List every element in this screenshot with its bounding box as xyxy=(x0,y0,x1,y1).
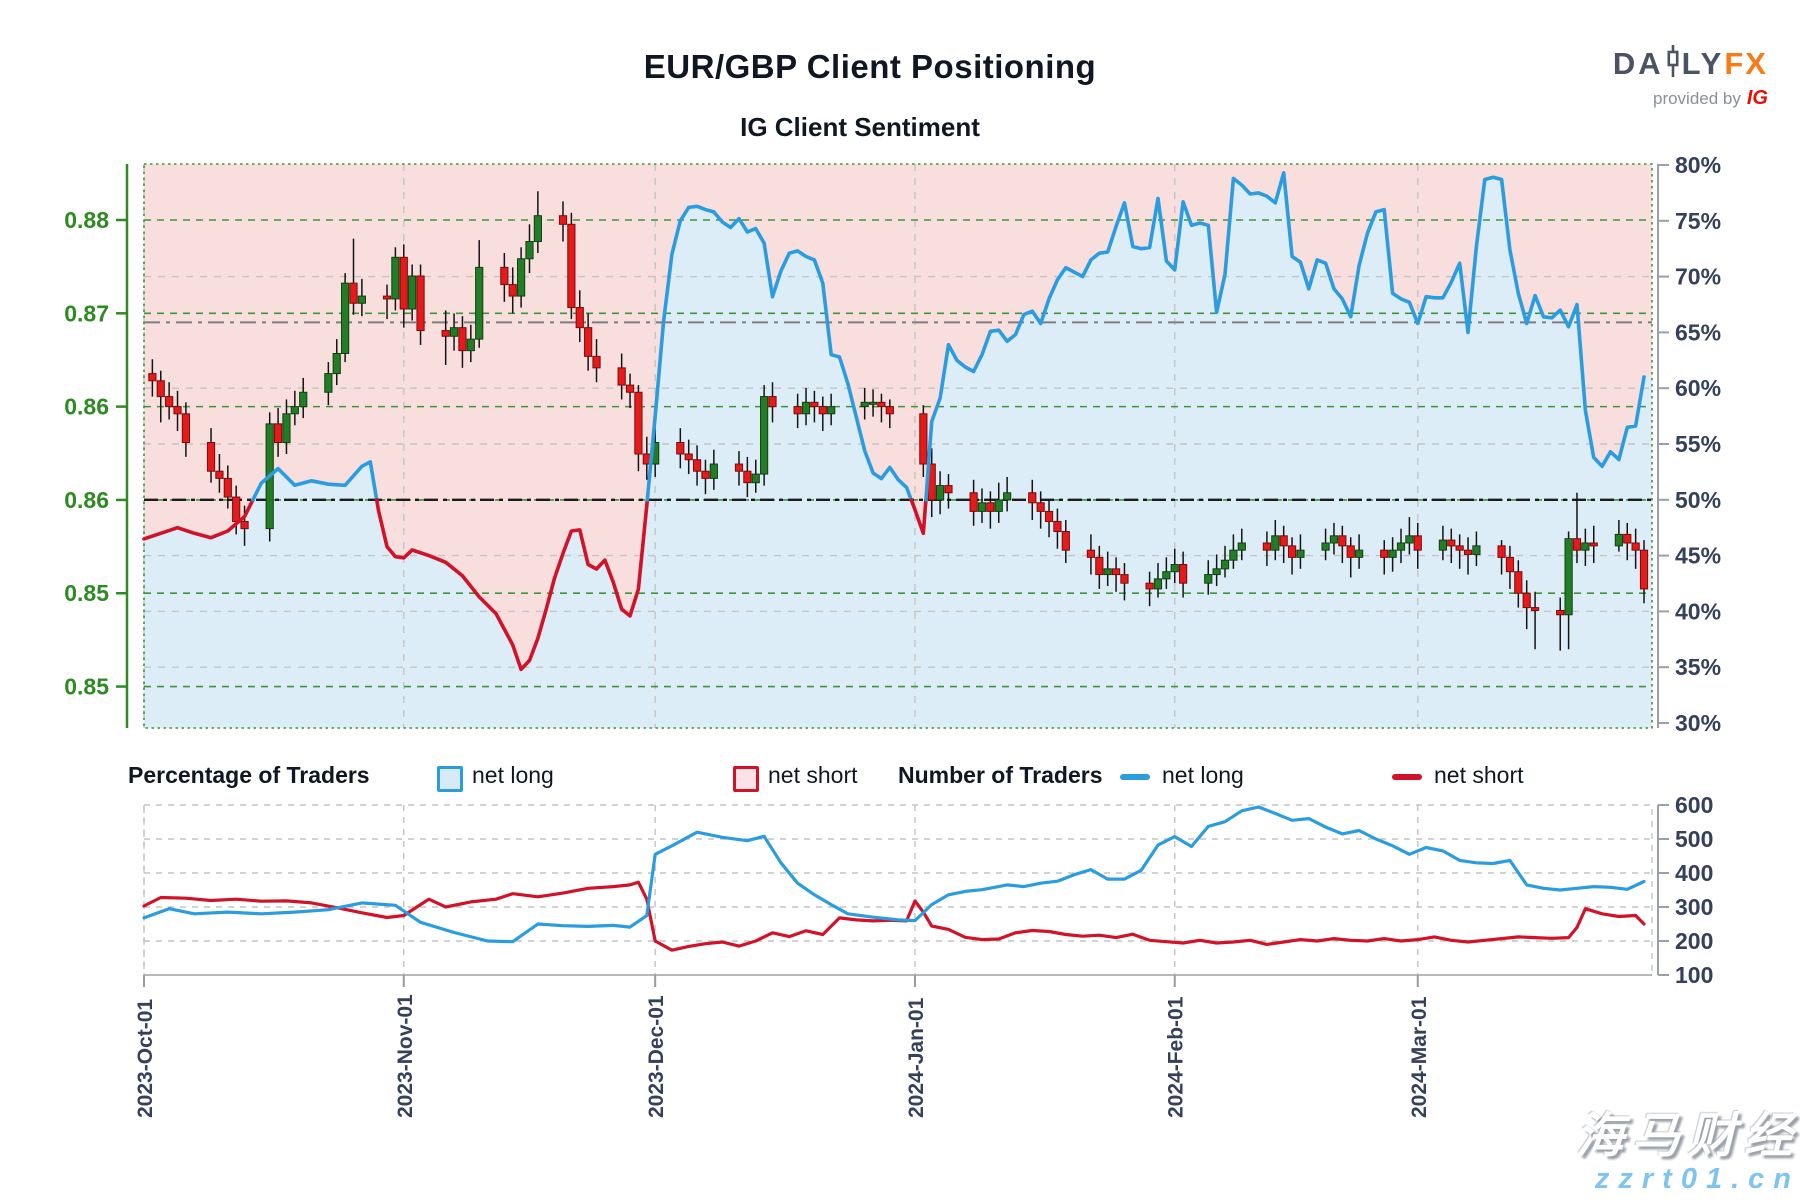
svg-text:500: 500 xyxy=(1675,826,1713,852)
svg-text:40%: 40% xyxy=(1675,598,1721,624)
trader-count-lines xyxy=(142,805,1646,952)
dailyfx-logo: DA LY FX provided by IG xyxy=(1613,44,1768,110)
svg-text:100: 100 xyxy=(1675,962,1713,988)
svg-text:80%: 80% xyxy=(1675,152,1721,178)
svg-text:45%: 45% xyxy=(1675,543,1721,569)
logo-text-ly: LY xyxy=(1681,45,1725,81)
svg-text:2024-Jan-01: 2024-Jan-01 xyxy=(905,997,928,1118)
main-axes: 0.88 0.87 0.86 0.86 0.85 0.85 80% 75% 70% 65% 60% 5… xyxy=(64,152,1721,736)
svg-text:2023-Dec-01: 2023-Dec-01 xyxy=(645,995,668,1118)
watermark-line1: 海马财经 xyxy=(1575,1110,1800,1164)
candles xyxy=(148,191,1649,651)
svg-text:65%: 65% xyxy=(1675,319,1721,345)
svg-text:0.85: 0.85 xyxy=(64,674,109,700)
logo-text-fx: FX xyxy=(1724,45,1768,81)
svg-text:2023-Nov-01: 2023-Nov-01 xyxy=(394,994,417,1118)
candlestick-icon xyxy=(1666,44,1680,83)
provided-by-text: provided by xyxy=(1652,89,1741,108)
svg-text:300: 300 xyxy=(1675,894,1713,920)
svg-text:2024-Feb-01: 2024-Feb-01 xyxy=(1165,996,1188,1118)
main-bg-fills xyxy=(144,164,1652,729)
bottom-gridlines xyxy=(143,804,1653,976)
logo-text-da: DA xyxy=(1612,45,1664,81)
svg-text:400: 400 xyxy=(1675,860,1713,886)
chart-subtitle: IG Client Sentiment xyxy=(740,112,980,142)
ig-logo: IG xyxy=(1746,87,1768,109)
svg-text:60%: 60% xyxy=(1675,375,1721,401)
svg-text:2024-Mar-01: 2024-Mar-01 xyxy=(1408,996,1431,1118)
svg-text:70%: 70% xyxy=(1675,264,1721,290)
svg-text:50%: 50% xyxy=(1675,487,1721,513)
svg-text:75%: 75% xyxy=(1675,208,1721,234)
watermark: 海马财经 zzrt01.cn xyxy=(1576,1111,1800,1196)
svg-text:200: 200 xyxy=(1675,928,1713,954)
svg-text:600: 600 xyxy=(1675,792,1713,818)
main-reference-lines xyxy=(144,321,1652,501)
svg-text:0.87: 0.87 xyxy=(64,300,109,326)
net-long-pct-line xyxy=(142,171,1646,672)
svg-text:55%: 55% xyxy=(1675,431,1721,457)
svg-text:2023-Oct-01: 2023-Oct-01 xyxy=(134,999,157,1118)
svg-text:0.86: 0.86 xyxy=(64,487,109,513)
svg-text:0.86: 0.86 xyxy=(64,394,109,420)
watermark-line2: zzrt01.cn xyxy=(1594,1163,1800,1196)
dailyfx-logo-wordmark: DA LY FX xyxy=(1613,44,1768,83)
svg-text:30%: 30% xyxy=(1675,710,1721,736)
svg-text:0.85: 0.85 xyxy=(64,580,109,606)
bottom-axes: 600 500 400 300 200 100 2023-Oct-01 2023-Nov-01… xyxy=(134,792,1713,1118)
svg-text:35%: 35% xyxy=(1675,654,1721,680)
logo-provided-by: provided by IG xyxy=(1613,87,1768,110)
svg-text:0.88: 0.88 xyxy=(64,207,109,233)
page-title: EUR/GBP Client Positioning xyxy=(643,48,1097,85)
